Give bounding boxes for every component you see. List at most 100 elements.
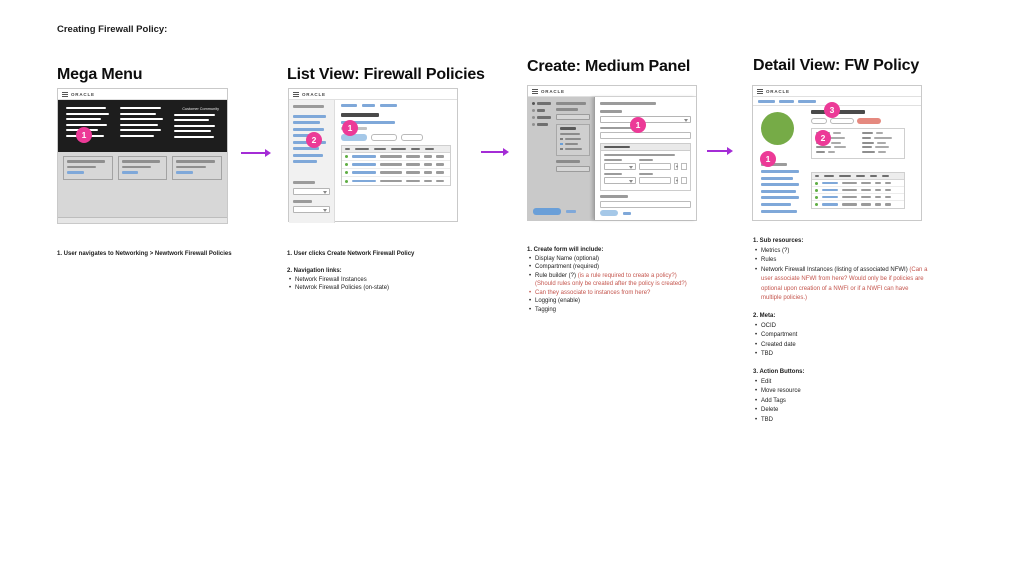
hamburger-menu-icon[interactable] — [532, 88, 538, 94]
delete-button[interactable] — [857, 118, 881, 124]
row-link-line[interactable] — [822, 203, 838, 206]
filter-select[interactable] — [293, 206, 330, 213]
secondary-button[interactable] — [371, 134, 397, 141]
nav-link-line[interactable] — [293, 153, 324, 157]
tagging-input[interactable] — [600, 200, 691, 208]
nav-link-line[interactable] — [293, 134, 316, 137]
promo-card[interactable] — [63, 156, 113, 180]
menu-link-line[interactable] — [66, 123, 107, 126]
note-line: 3. Action Buttons: — [753, 369, 805, 375]
oracle-logo: ORACLE — [71, 91, 95, 97]
nav-link-line[interactable] — [293, 121, 320, 124]
menu-link-line[interactable] — [174, 124, 216, 127]
link-line[interactable] — [121, 171, 139, 174]
field-label-line — [639, 159, 653, 161]
note-bullet: Compartment (required) — [527, 263, 699, 272]
more-actions-button[interactable] — [830, 118, 854, 124]
note-line: 2. Meta: — [753, 313, 776, 319]
row-link-line[interactable] — [352, 155, 376, 158]
link-line[interactable] — [176, 171, 193, 174]
breadcrumb-link-line[interactable] — [758, 99, 775, 103]
row-link-line[interactable] — [822, 181, 838, 185]
hamburger-menu-icon[interactable] — [62, 91, 68, 97]
hamburger-menu-icon[interactable] — [293, 91, 299, 97]
link-line[interactable] — [67, 171, 84, 174]
promo-card[interactable] — [172, 156, 223, 180]
cancel-link-line[interactable] — [623, 211, 631, 215]
nav-link-line[interactable] — [293, 160, 318, 163]
menu-link-line[interactable] — [120, 118, 163, 120]
line-placeholder — [121, 160, 160, 163]
menu-link-line[interactable] — [174, 119, 210, 121]
page-create-button[interactable] — [533, 208, 561, 215]
row-action-icon[interactable] — [681, 177, 687, 184]
filter-select[interactable] — [293, 187, 330, 195]
table-row[interactable] — [812, 187, 904, 194]
menu-link-line[interactable] — [66, 118, 102, 120]
hamburger-menu-icon[interactable] — [757, 88, 763, 94]
row-link-line[interactable] — [352, 171, 376, 174]
sub-resource-link-line[interactable] — [761, 170, 799, 173]
table-row[interactable] — [342, 177, 450, 185]
sub-resource-link-line[interactable] — [761, 183, 799, 187]
rule-select[interactable] — [604, 177, 636, 184]
rule-select[interactable] — [604, 163, 636, 170]
dimmed-input — [556, 165, 590, 172]
sub-resource-link-line[interactable] — [761, 176, 793, 180]
step-badge-1: 1 — [342, 120, 358, 136]
stepper-control[interactable] — [674, 177, 678, 184]
link-line[interactable] — [341, 121, 395, 124]
rule-value-input[interactable] — [639, 163, 671, 170]
breadcrumb-link-line[interactable] — [362, 104, 375, 107]
breadcrumb-link-line[interactable] — [380, 104, 397, 107]
table-row[interactable] — [812, 194, 904, 201]
menu-link-line[interactable] — [174, 135, 214, 138]
nav-link-line[interactable] — [293, 114, 327, 118]
breadcrumb-link-line[interactable] — [779, 99, 794, 103]
edit-button[interactable] — [811, 118, 827, 124]
row-action-icon[interactable] — [681, 163, 687, 170]
panel-create-button[interactable] — [600, 210, 618, 216]
sub-resource-link-line[interactable] — [761, 209, 797, 213]
menu-link-line[interactable] — [120, 112, 156, 115]
breadcrumb-link-line[interactable] — [798, 99, 816, 103]
menu-link-line[interactable] — [120, 107, 162, 109]
menu-link-line[interactable] — [120, 129, 161, 131]
nav-link-line[interactable] — [293, 147, 319, 150]
promo-card[interactable] — [117, 156, 168, 180]
customer-community-link[interactable]: Customer Community — [182, 107, 219, 111]
row-link-line[interactable] — [822, 188, 838, 192]
table-row[interactable] — [342, 153, 450, 161]
breadcrumb-link-line[interactable] — [341, 104, 357, 107]
table-row[interactable] — [342, 169, 450, 177]
sub-resource-link-line[interactable] — [761, 196, 799, 200]
table-row[interactable] — [342, 161, 450, 169]
menu-link-line[interactable] — [120, 134, 154, 137]
note-line: 1. User navigates to Networking > Newtwo… — [57, 251, 232, 257]
flow-arrow — [481, 148, 509, 156]
cell-line — [885, 203, 891, 206]
note-bullet: Move resource — [753, 387, 929, 397]
menu-link-line[interactable] — [174, 113, 215, 116]
menu-link-line[interactable] — [174, 130, 211, 132]
menu-link-line[interactable] — [66, 107, 106, 109]
resource-avatar — [761, 112, 794, 145]
stepper-control[interactable] — [674, 163, 678, 170]
table-header — [812, 173, 904, 180]
table-row[interactable] — [812, 180, 904, 187]
row-link-line[interactable] — [352, 179, 376, 183]
row-link-line[interactable] — [822, 195, 838, 199]
cancel-link-line[interactable] — [566, 210, 576, 213]
menu-link-line[interactable] — [120, 123, 159, 126]
rule-value-input[interactable] — [639, 177, 671, 184]
row-link-line[interactable] — [352, 163, 376, 166]
column-header-line — [425, 148, 434, 150]
nav-link-line[interactable] — [293, 127, 325, 131]
table-row[interactable] — [812, 201, 904, 208]
create-policy-button[interactable] — [341, 134, 367, 141]
secondary-button[interactable] — [401, 134, 423, 141]
display-name-input[interactable] — [600, 132, 691, 139]
menu-link-line[interactable] — [66, 112, 109, 115]
sub-resource-link-line[interactable] — [761, 202, 791, 206]
sub-resource-link-line[interactable] — [761, 189, 797, 193]
